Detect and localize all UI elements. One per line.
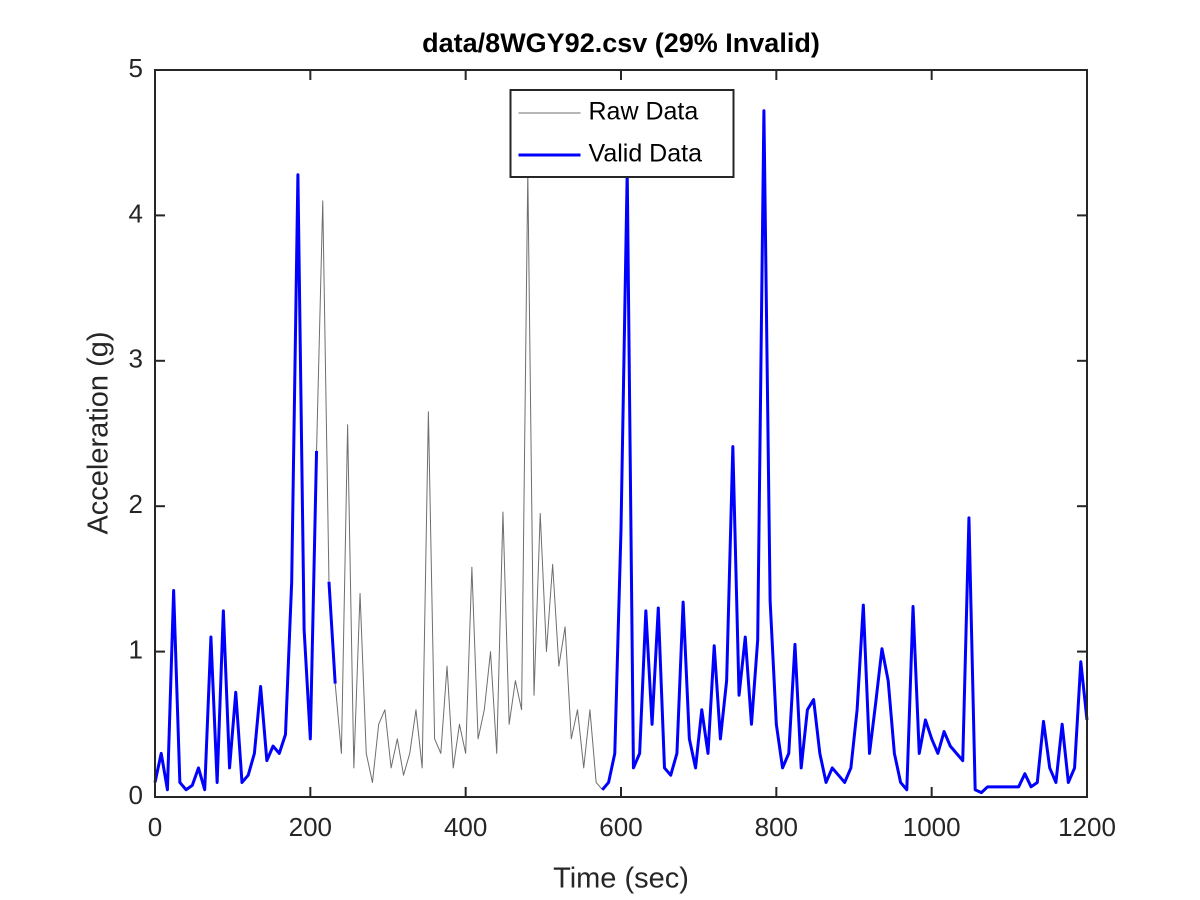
legend-label: Raw Data xyxy=(589,98,699,126)
x-tick-label: 0 xyxy=(148,812,162,842)
x-tick-label: 600 xyxy=(599,812,642,842)
x-tick-label: 800 xyxy=(755,812,798,842)
x-tick-label: 1000 xyxy=(903,812,961,842)
x-tick-label: 400 xyxy=(444,812,487,842)
y-tick-label: 3 xyxy=(129,344,143,374)
y-tick-label: 1 xyxy=(129,634,143,664)
y-tick-label: 0 xyxy=(129,780,143,810)
x-axis-label: Time (sec) xyxy=(553,863,689,895)
legend: Raw Data Valid Data xyxy=(509,89,735,178)
y-tick-label: 2 xyxy=(129,489,143,519)
chart-title: data/8WGY92.csv (29% Invalid) xyxy=(422,28,820,58)
y-axis-label: Acceleration (g) xyxy=(83,331,115,534)
data-line xyxy=(153,109,1089,795)
x-tick-label: 1200 xyxy=(1058,812,1116,842)
legend-label: Valid Data xyxy=(589,140,703,168)
x-tick-label: 200 xyxy=(289,812,332,842)
legend-box xyxy=(509,89,735,178)
y-tick-label: 5 xyxy=(129,53,143,83)
y-tick-label: 4 xyxy=(129,198,143,228)
